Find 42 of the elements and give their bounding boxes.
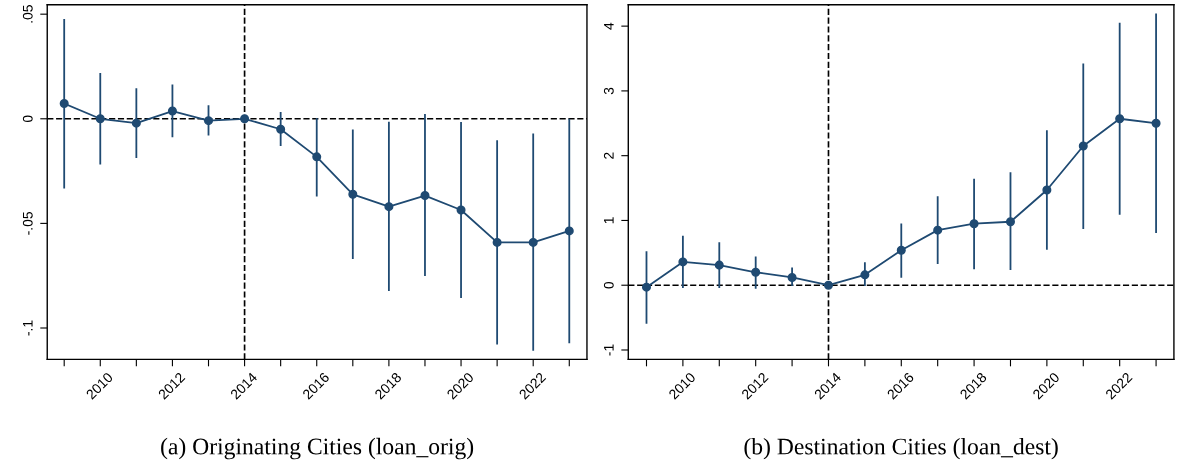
point [348,189,358,199]
point [384,202,394,212]
point [860,270,870,280]
point [420,191,430,201]
point [714,260,724,270]
point [456,205,466,215]
y-tick-label: -1 [604,344,614,356]
point [167,106,177,116]
point [1151,118,1161,128]
y-tick-label: 3 [603,87,614,95]
point [240,114,250,124]
point [203,116,214,126]
point [933,225,943,235]
point [1078,141,1088,151]
text: (b) Destination Cities (loan_dest) [744,437,1058,460]
point [59,98,69,109]
point [131,118,141,128]
point [823,280,834,290]
y-tick-label: 2 [603,152,614,159]
point [896,245,906,255]
point [564,226,574,236]
point [312,152,322,162]
y-tick-label: .05 [22,5,33,23]
y-tick-label: 1 [604,217,614,224]
point [528,237,538,247]
point [95,114,105,124]
point [1115,114,1125,124]
y-tick-label: 0 [22,115,33,123]
point [678,257,688,267]
point [751,267,761,277]
text: (a) Originating Cities (loan_orig) [161,437,474,460]
point [787,272,797,282]
y-tick-label: -.1 [23,320,33,336]
y-tick-label: 0 [603,281,614,289]
point [969,219,979,229]
point [276,124,286,134]
y-tick-label: 4 [604,22,614,30]
point [1042,185,1052,195]
point [641,282,652,292]
point [1005,217,1015,227]
point [492,237,502,247]
y-tick-label: -.05 [22,212,33,235]
